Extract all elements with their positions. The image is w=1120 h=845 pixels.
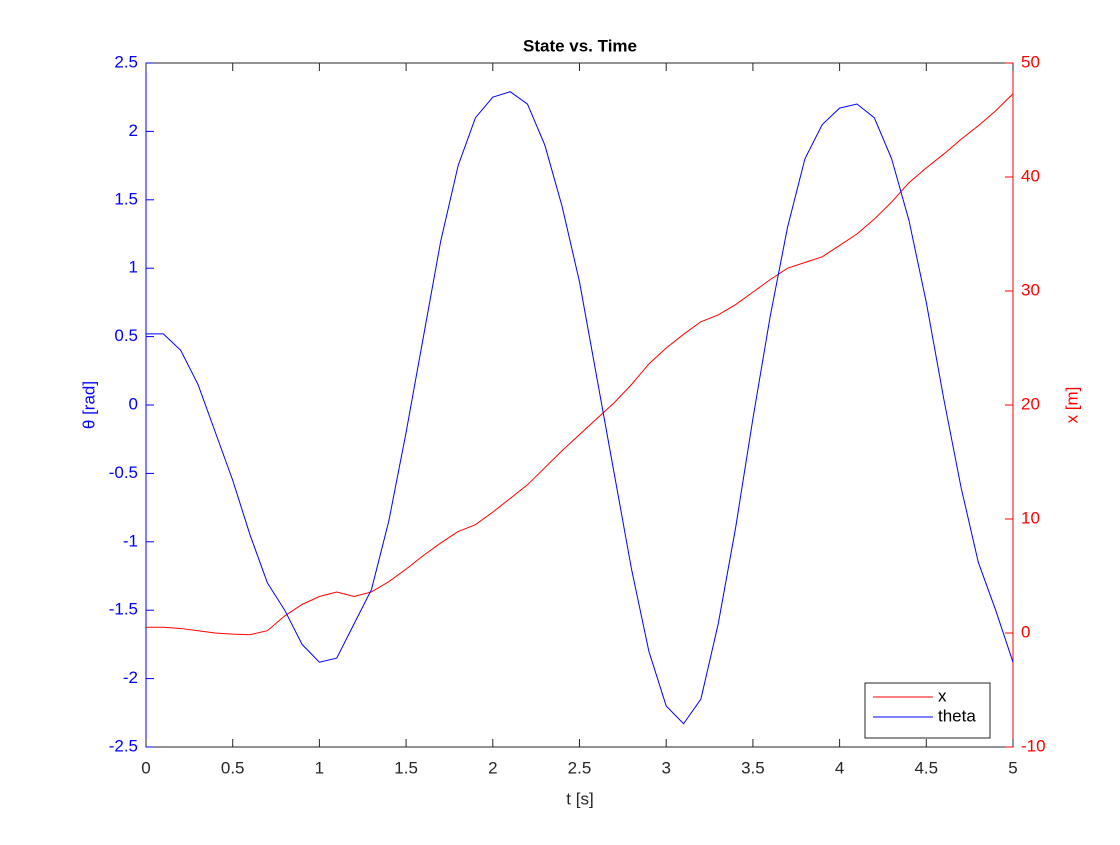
x-tick-label: 3.5: [741, 758, 765, 777]
y-tick-label: -2.5: [109, 736, 138, 755]
y-tick-label: -0.5: [109, 463, 138, 482]
x-tick-label: 0.5: [221, 758, 245, 777]
y-tick-label: 1.5: [114, 189, 138, 208]
x-axis-label: t [s]: [566, 789, 593, 808]
y-tick-label: 1: [129, 258, 138, 277]
y-tick-label: -1.5: [109, 600, 138, 619]
x-tick-label: 1: [315, 758, 324, 777]
y2-tick-label: 0: [1021, 622, 1030, 641]
legend-box: [864, 682, 991, 739]
y2-tick-label: 30: [1021, 280, 1040, 299]
chart-title: State vs. Time: [523, 36, 637, 55]
y2-tick-label: 40: [1021, 166, 1040, 185]
legend-label: theta: [938, 706, 976, 725]
x-tick-label: 1.5: [394, 758, 418, 777]
y-axis-label: θ [rad]: [79, 381, 98, 429]
y2-tick-label: -10: [1021, 736, 1046, 755]
legend-label: x: [938, 686, 947, 705]
y2-axis-label: x [m]: [1062, 387, 1081, 424]
y-tick-label: 0.5: [114, 326, 138, 345]
plot-area: [145, 62, 1014, 748]
x-tick-label: 3: [661, 758, 670, 777]
x-tick-label: 4: [835, 758, 844, 777]
x-tick-label: 2.5: [568, 758, 592, 777]
x-tick-label: 0: [141, 758, 150, 777]
y-tick-label: -1: [123, 531, 138, 550]
data-line: [146, 91, 1014, 725]
data-line: [146, 93, 1014, 636]
y-tick-label: 0: [129, 394, 138, 413]
y-tick-label: -2: [123, 668, 138, 687]
x-tick-label: 5: [1008, 758, 1017, 777]
x-tick-label: 2: [488, 758, 497, 777]
y-tick-label: 2: [129, 121, 138, 140]
y2-tick-label: 50: [1021, 52, 1040, 71]
x-tick-label: 4.5: [914, 758, 938, 777]
y-tick-label: 2.5: [114, 52, 138, 71]
y2-tick-label: 20: [1021, 394, 1040, 413]
y2-tick-label: 10: [1021, 508, 1040, 527]
